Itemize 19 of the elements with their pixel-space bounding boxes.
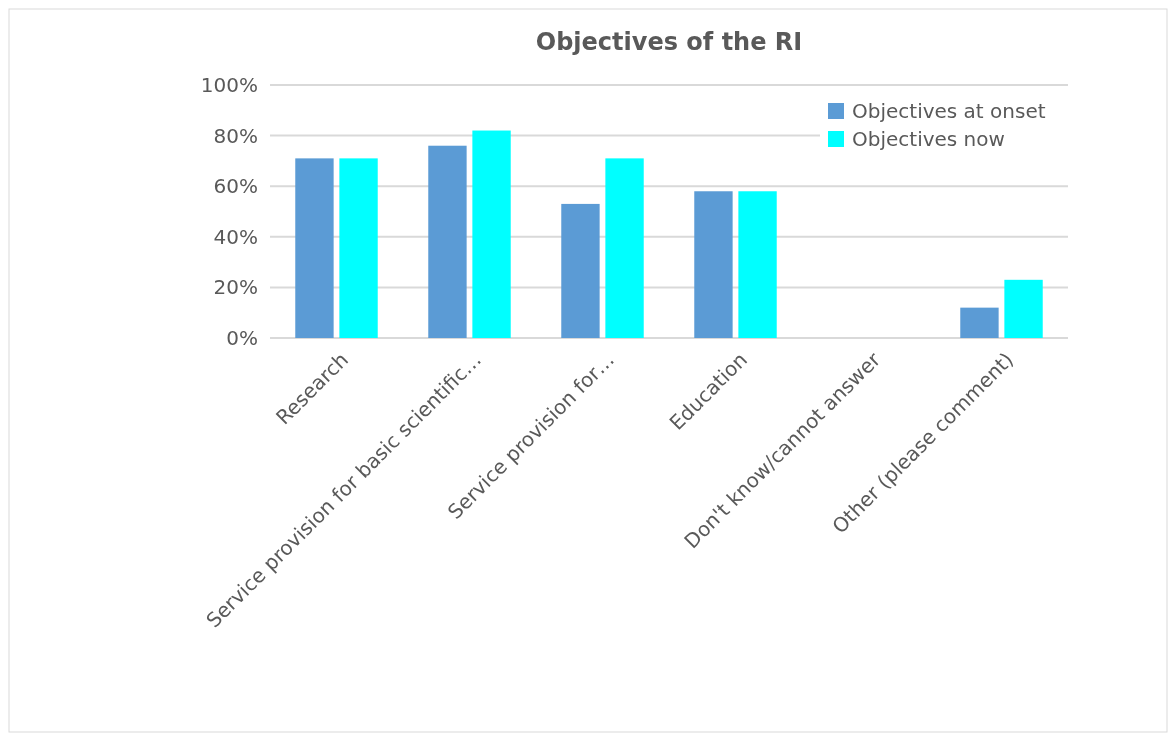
bar bbox=[605, 158, 644, 338]
y-tick-label: 60% bbox=[213, 174, 258, 199]
y-tick-label: 0% bbox=[226, 326, 258, 350]
bar bbox=[295, 158, 334, 338]
bar bbox=[561, 203, 600, 338]
bar bbox=[694, 191, 733, 338]
y-tick-label: 100% bbox=[200, 73, 258, 97]
y-tick-label: 40% bbox=[213, 224, 258, 249]
bar bbox=[738, 191, 777, 338]
bar bbox=[1004, 279, 1043, 338]
bar bbox=[960, 307, 999, 338]
y-tick-label: 80% bbox=[213, 123, 258, 148]
y-tick-label: 20% bbox=[213, 275, 258, 300]
bar bbox=[472, 130, 511, 338]
bar bbox=[428, 145, 467, 338]
legend-label: Objectives at onset bbox=[852, 99, 1046, 123]
bar bbox=[339, 158, 378, 338]
chart-title: Objectives of the RI bbox=[535, 28, 803, 56]
legend-label: Objectives now bbox=[852, 127, 1005, 151]
